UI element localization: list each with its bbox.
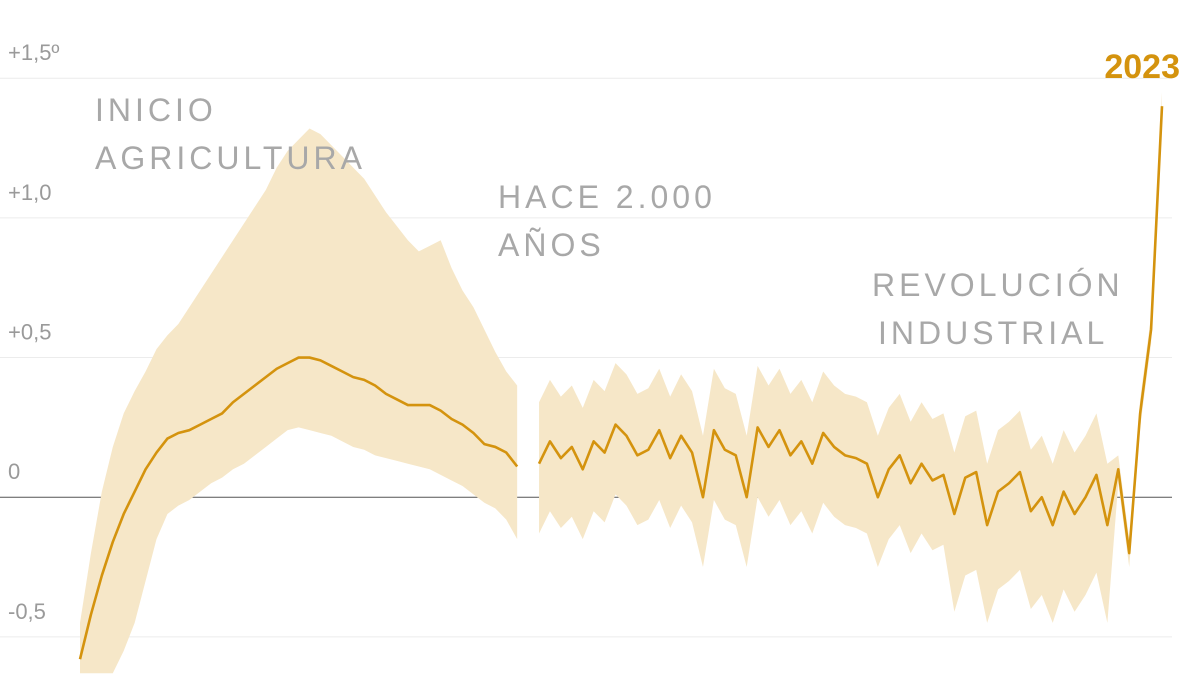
uncertainty-band	[80, 92, 1162, 674]
y-tick-label: +0,5	[8, 320, 51, 345]
y-tick-label: +1,5º	[8, 40, 59, 65]
y-tick-label: -0,5	[8, 599, 46, 624]
annotation: AÑOS	[498, 227, 605, 263]
annotation: HACE 2.000	[498, 179, 716, 215]
annotation: REVOLUCIÓN	[872, 267, 1124, 303]
annotation: AGRICULTURA	[95, 140, 366, 176]
annotation: INICIO	[95, 92, 217, 128]
y-tick-label: +1,0	[8, 180, 51, 205]
y-tick-label: 0	[8, 459, 20, 484]
plot-area	[78, 92, 1164, 674]
temperature-line	[78, 106, 1164, 660]
end-label: 2023	[1104, 48, 1180, 86]
annotation: INDUSTRIAL	[878, 315, 1108, 351]
labels: -0,5 0 +0,5 +1,0 +1,5º INICIO AGRICULTURA HACE …	[8, 40, 1180, 624]
